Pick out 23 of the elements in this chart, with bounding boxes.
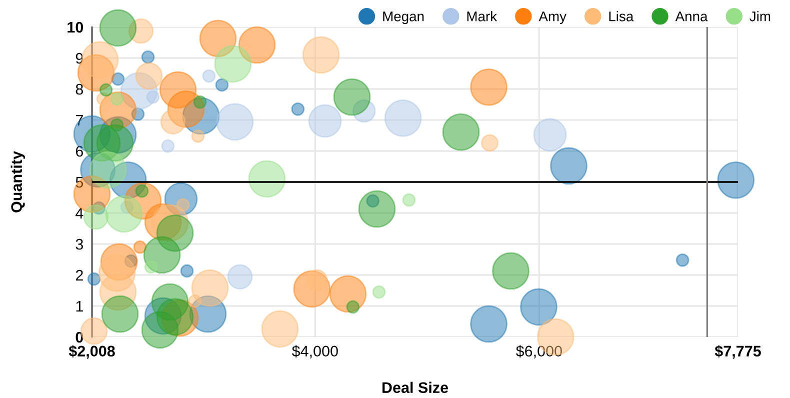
legend-label: Amy xyxy=(538,12,566,24)
legend-label: Lisa xyxy=(609,11,634,22)
y-tick-label: 2 xyxy=(76,270,83,281)
x-tick-label: $7,775 xyxy=(714,345,761,359)
legend-label: Megan xyxy=(383,12,424,24)
y-tick-label: 1 xyxy=(76,301,83,312)
y-tick-label: 8 xyxy=(76,84,84,95)
y-tick-label: 5 xyxy=(76,177,84,188)
y-tick-label: 7 xyxy=(76,115,83,126)
legend-label: Jim xyxy=(750,11,770,22)
y-tick-label: 4 xyxy=(76,208,84,219)
y-tick-label: 0 xyxy=(76,332,84,343)
y-tick-label: 3 xyxy=(76,238,83,250)
y-tick-label: 9 xyxy=(76,52,83,64)
y-tick-label: 6 xyxy=(76,146,83,157)
x-tick-label: $4,000 xyxy=(292,345,338,358)
y-axis-title: Quantity xyxy=(10,151,26,212)
legend-label: Anna xyxy=(675,12,708,22)
x-tick-label: $6,000 xyxy=(516,345,562,358)
y-tick-label: 10 xyxy=(68,22,84,33)
legend-label: Mark xyxy=(467,11,498,22)
x-tick-label: $2,008 xyxy=(68,345,115,359)
x-axis-title: Deal Size xyxy=(382,382,448,394)
